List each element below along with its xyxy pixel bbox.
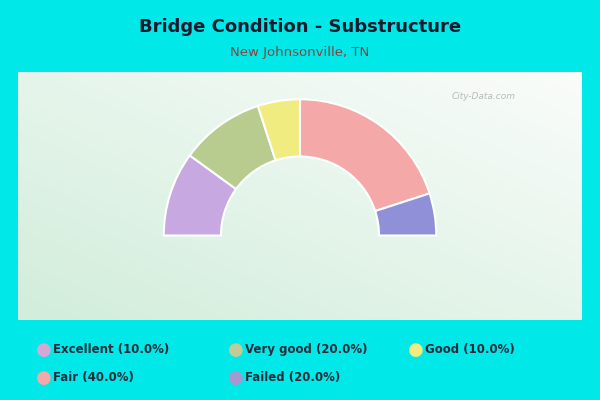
Text: Very good (20.0%): Very good (20.0%) xyxy=(245,344,367,356)
Text: Failed (20.0%): Failed (20.0%) xyxy=(245,372,340,384)
Wedge shape xyxy=(258,99,300,160)
Text: ●: ● xyxy=(36,341,52,359)
Text: ●: ● xyxy=(228,369,244,387)
Wedge shape xyxy=(375,194,436,236)
Wedge shape xyxy=(300,99,430,211)
Text: City-Data.com: City-Data.com xyxy=(451,92,515,102)
Text: Fair (40.0%): Fair (40.0%) xyxy=(53,372,134,384)
Wedge shape xyxy=(190,106,275,189)
Text: ●: ● xyxy=(228,341,244,359)
Text: New Johnsonville, TN: New Johnsonville, TN xyxy=(230,46,370,59)
Text: Good (10.0%): Good (10.0%) xyxy=(425,344,515,356)
Text: Bridge Condition - Substructure: Bridge Condition - Substructure xyxy=(139,18,461,36)
Text: ●: ● xyxy=(36,369,52,387)
Text: Excellent (10.0%): Excellent (10.0%) xyxy=(53,344,169,356)
Text: ●: ● xyxy=(408,341,424,359)
Wedge shape xyxy=(164,156,236,236)
